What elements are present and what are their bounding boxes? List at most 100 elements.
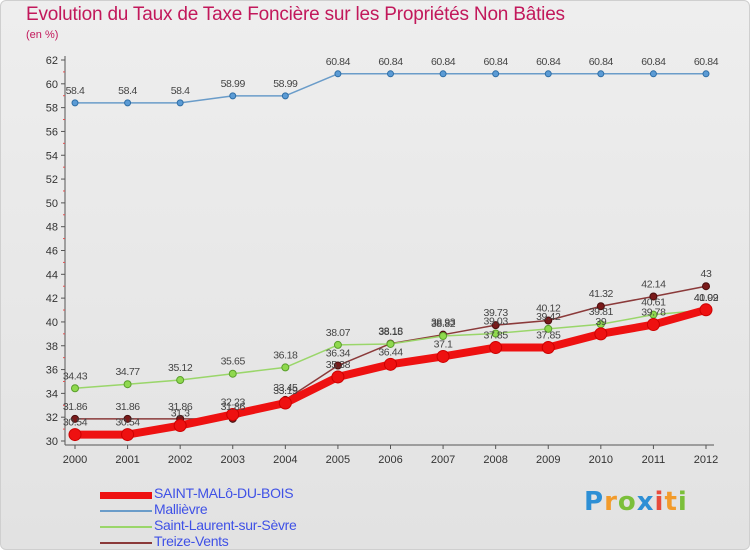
- legend-swatch: [100, 510, 152, 512]
- data-point: [71, 384, 79, 393]
- y-tick-label: 34: [46, 388, 58, 400]
- data-point: [334, 70, 342, 78]
- data-label: 39.73: [484, 307, 509, 319]
- y-tick-label: 56: [46, 126, 58, 138]
- data-label: 60.84: [536, 56, 561, 68]
- y-tick-label: 52: [46, 174, 58, 186]
- data-label: 31.86: [221, 401, 246, 413]
- data-label: 39.81: [589, 306, 614, 318]
- logo-letter: o: [617, 487, 637, 517]
- series-lines: [71, 73, 710, 439]
- data-label: 58.99: [221, 78, 246, 90]
- data-point: [176, 99, 184, 107]
- data-label: 39: [595, 316, 606, 328]
- data-label: 40.12: [536, 303, 561, 315]
- data-label: 30.54: [63, 417, 88, 429]
- data-point: [491, 329, 500, 338]
- legend-label: SAINT-MALô-DU-BOIS: [154, 485, 294, 501]
- data-label: 35.65: [221, 356, 246, 368]
- data-point: [281, 92, 289, 100]
- data-label: 38.07: [326, 327, 351, 339]
- y-tick-label: 30: [46, 436, 58, 448]
- data-point: [71, 99, 79, 107]
- data-point: [544, 324, 553, 333]
- logo-letter: P: [584, 487, 605, 517]
- data-label: 41.32: [589, 288, 614, 300]
- data-label: 33.19: [273, 385, 298, 397]
- data-point: [386, 339, 395, 348]
- data-label: 31.86: [168, 401, 193, 413]
- data-point: [384, 357, 397, 371]
- data-point: [491, 321, 500, 330]
- data-label: 35.12: [168, 362, 193, 374]
- data-point: [702, 282, 710, 291]
- data-label: 37.85: [484, 330, 509, 342]
- data-label: 36.18: [273, 349, 298, 361]
- data-point: [71, 414, 79, 423]
- legend-swatch: [100, 542, 152, 544]
- x-tick-label: 2007: [431, 454, 455, 466]
- logo-letter: i: [677, 487, 688, 517]
- data-point: [226, 407, 240, 421]
- y-tick-label: 60: [46, 79, 58, 91]
- data-label: 58.4: [118, 85, 137, 97]
- x-tick-label: 2008: [483, 454, 507, 466]
- data-label: 37.85: [536, 330, 561, 342]
- data-label: 32.23: [221, 396, 246, 408]
- y-tick-label: 48: [46, 222, 58, 234]
- data-label: 34.77: [115, 366, 140, 378]
- data-label: 35.38: [326, 359, 351, 371]
- data-label: 40.99: [694, 292, 719, 304]
- data-point: [387, 70, 394, 78]
- logo-letter: t: [664, 487, 678, 517]
- y-tick-label: 50: [46, 198, 58, 210]
- data-label: 39.03: [484, 315, 509, 327]
- data-point: [333, 340, 342, 349]
- x-tick-label: 2006: [378, 454, 402, 466]
- data-label: 31.86: [63, 401, 88, 413]
- data-point: [278, 396, 292, 410]
- data-label: 33.45: [273, 382, 298, 394]
- data-label: 36.44: [378, 346, 403, 358]
- chart-axes: 30 32 34 36 38 40 42 44 46 48 50 52 54 56 58 60 62 2000 20…: [46, 55, 718, 466]
- logo-letter: x: [636, 487, 655, 517]
- data-point: [123, 380, 132, 389]
- data-point: [594, 327, 608, 341]
- x-tick-label: 2005: [326, 454, 350, 466]
- y-tick-label: 40: [46, 317, 58, 329]
- data-label: 60.84: [694, 56, 719, 68]
- data-label: 37.1: [434, 338, 453, 350]
- data-label: 40.61: [641, 297, 666, 309]
- data-label: 34.43: [63, 370, 88, 382]
- data-label: 38.82: [431, 318, 456, 330]
- data-point: [176, 376, 185, 385]
- x-tick-label: 2010: [589, 454, 613, 466]
- data-label: 42.14: [641, 278, 666, 290]
- y-tick-label: 54: [46, 150, 58, 162]
- data-point: [646, 318, 660, 332]
- data-point: [597, 70, 605, 78]
- legend-swatch: [100, 526, 152, 528]
- data-point: [596, 302, 605, 311]
- y-tick-label: 44: [46, 269, 58, 281]
- data-point: [68, 428, 82, 442]
- y-tick-label: 62: [46, 55, 58, 67]
- data-label: 58.4: [66, 85, 85, 97]
- x-tick-label: 2003: [221, 454, 245, 466]
- data-point: [121, 428, 135, 442]
- series-points: [68, 70, 713, 442]
- y-tick-label: 42: [46, 293, 58, 305]
- data-label: 36.34: [326, 348, 351, 360]
- data-label: 60.84: [378, 56, 403, 68]
- y-tick-label: 46: [46, 246, 58, 258]
- data-label: 38.15: [378, 326, 403, 338]
- data-point: [173, 419, 187, 433]
- legend-swatch: [100, 491, 152, 499]
- data-point: [702, 70, 710, 78]
- series-line-1: [74, 73, 707, 104]
- data-label: 58.4: [171, 85, 190, 97]
- data-point: [649, 292, 658, 301]
- legend-label: Saint-Laurent-sur-Sèvre: [154, 517, 297, 533]
- y-tick-label: 36: [46, 365, 58, 377]
